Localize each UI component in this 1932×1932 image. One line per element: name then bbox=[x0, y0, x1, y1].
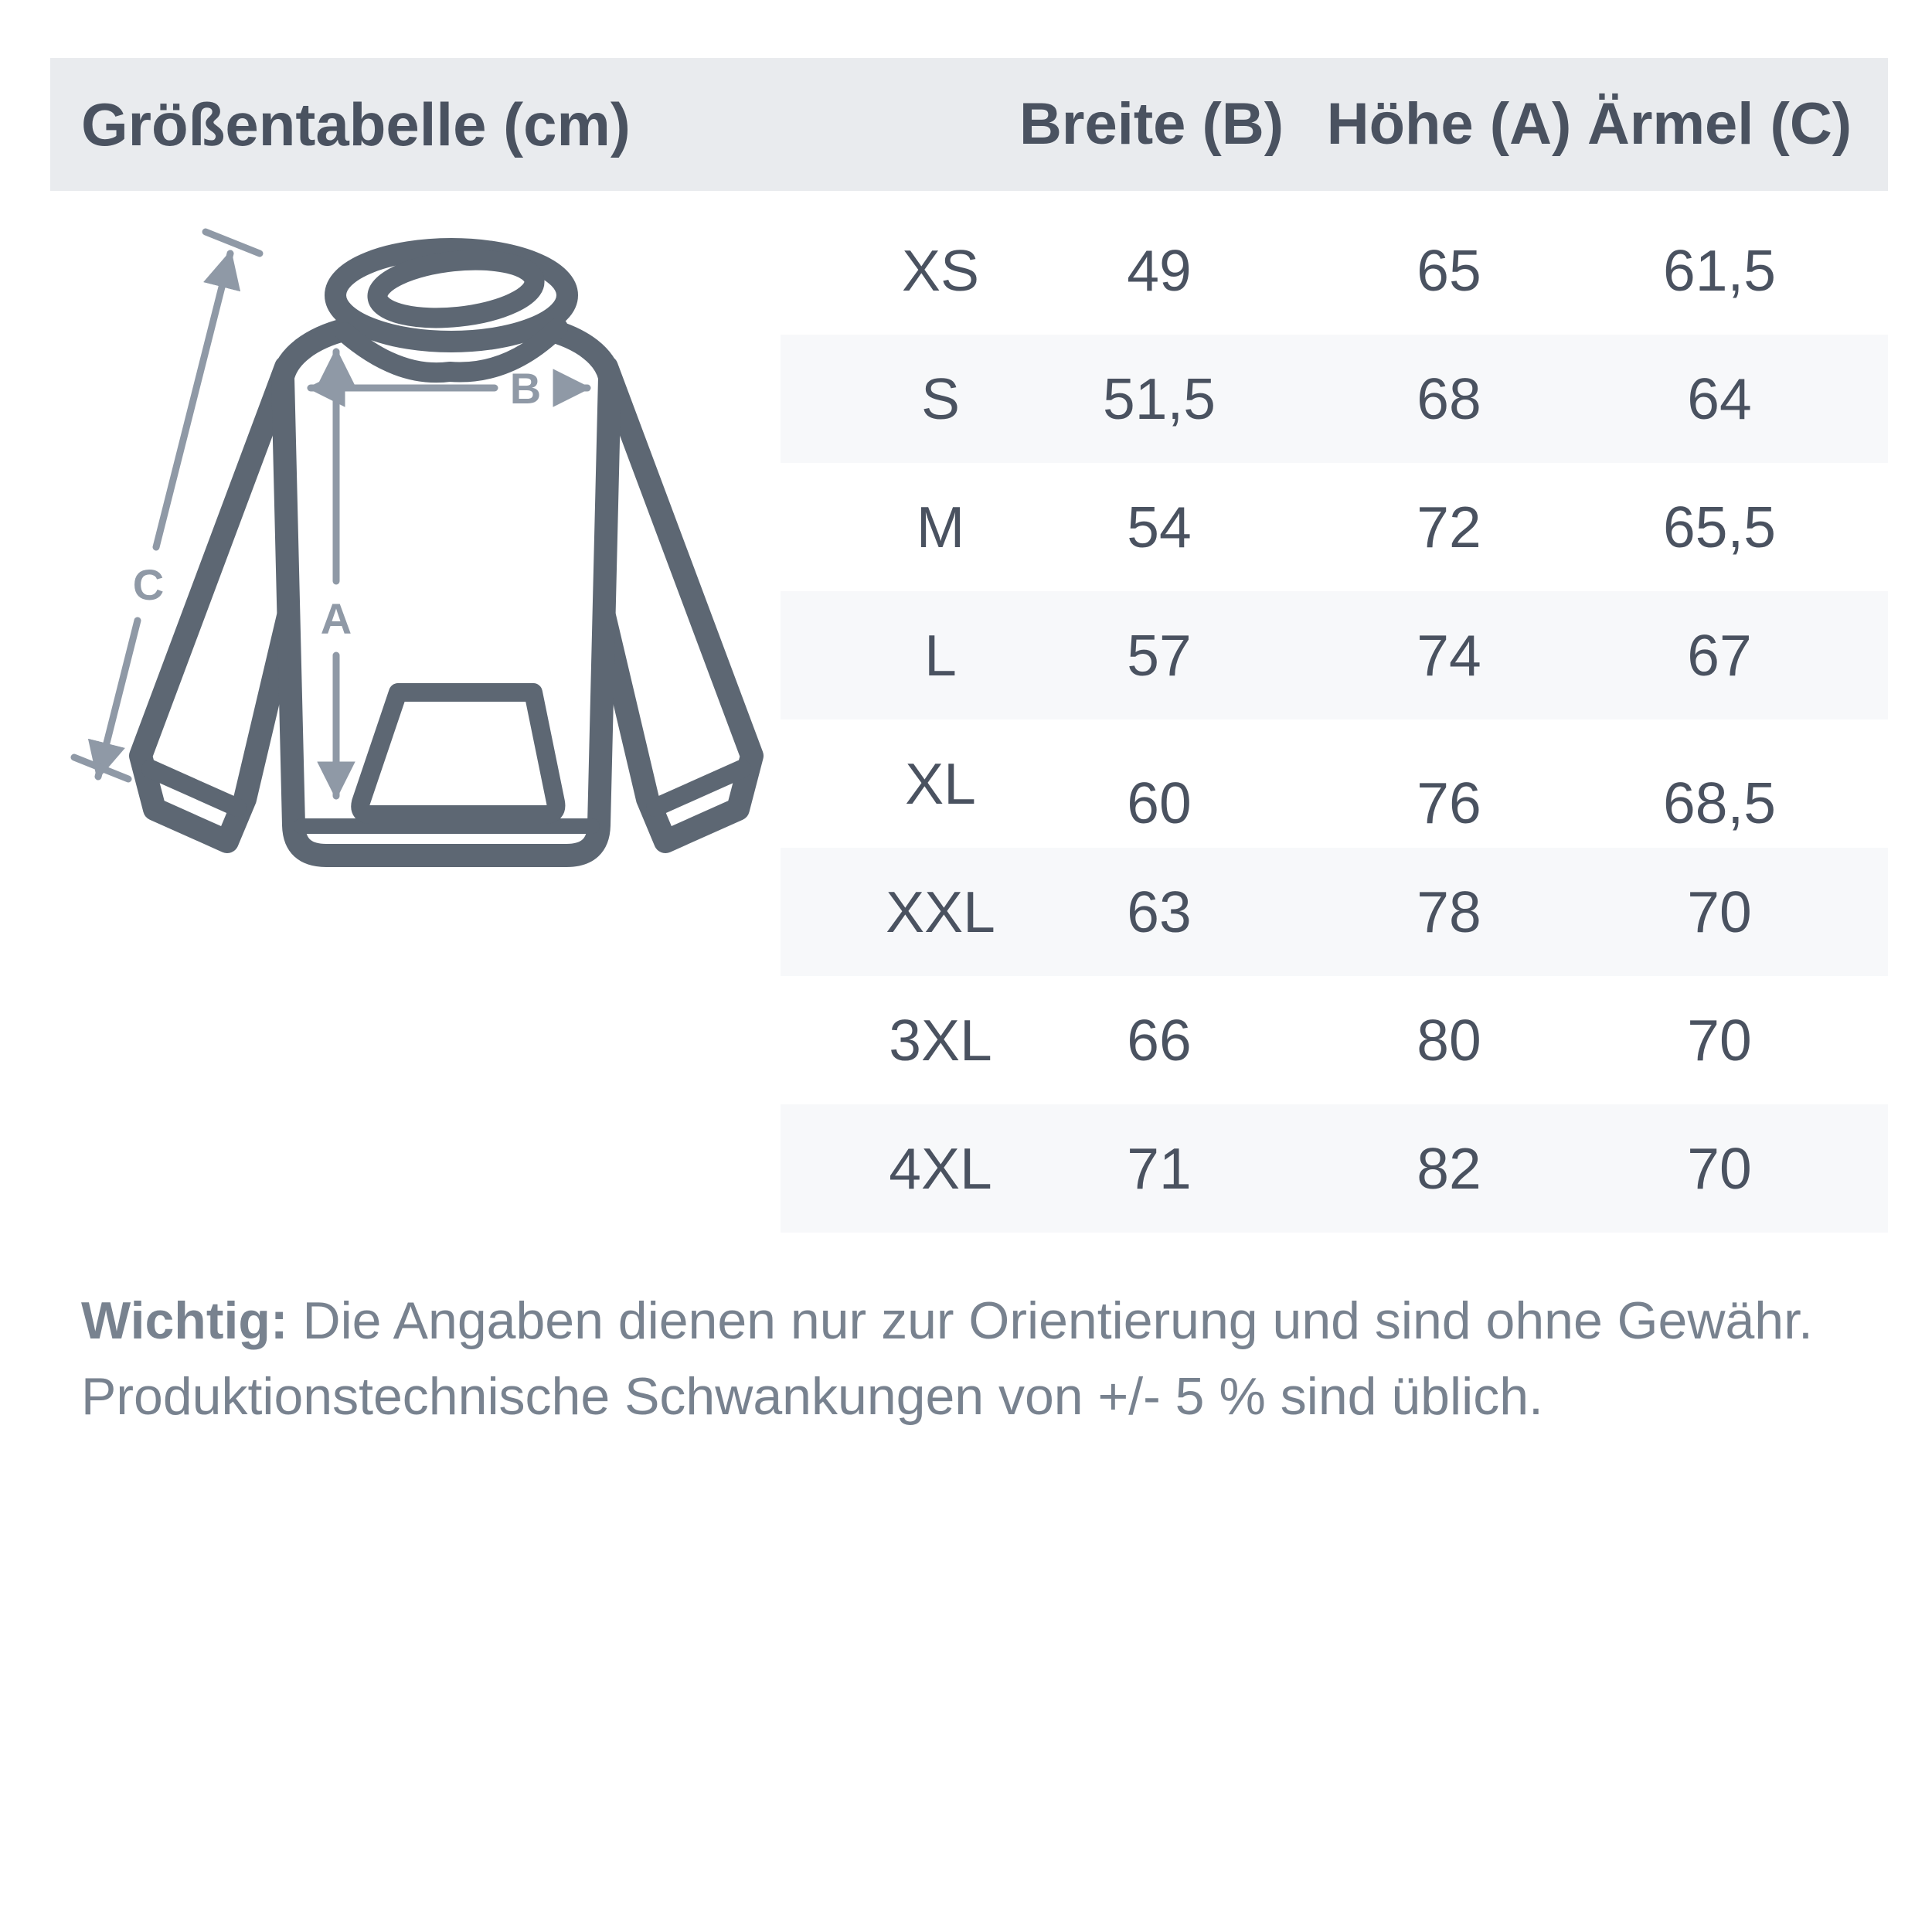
hoehe-value: 65 bbox=[1417, 238, 1481, 303]
breite-value: 57 bbox=[1127, 623, 1192, 688]
size-label: XXL bbox=[886, 879, 995, 944]
c-end-tick-top bbox=[202, 228, 264, 257]
aermel-value: 61,5 bbox=[1663, 238, 1776, 303]
hoehe-value: 78 bbox=[1417, 879, 1481, 944]
pocket bbox=[351, 683, 566, 824]
size-table-body: XS 49 65 61,5 S 51,5 68 64 M 54 72 65,5 … bbox=[781, 206, 1888, 1233]
size-label: XL bbox=[905, 751, 976, 816]
left-cuff-line bbox=[141, 760, 247, 817]
table-row: M 54 72 65,5 bbox=[781, 463, 1888, 591]
column-header-hoehe: Höhe (A) bbox=[1326, 91, 1572, 157]
hoodie-measurement-diagram: A B C bbox=[54, 224, 781, 881]
hoehe-value: 80 bbox=[1417, 1008, 1481, 1073]
breite-value: 60 bbox=[1127, 770, 1192, 835]
table-row: 3XL 66 80 70 bbox=[781, 976, 1888, 1104]
hoodie-outline bbox=[129, 238, 764, 867]
dimension-label-a: A bbox=[321, 594, 352, 643]
hood-inner-ring bbox=[367, 250, 545, 328]
size-label: L bbox=[924, 623, 957, 688]
dimension-lines bbox=[70, 228, 591, 800]
hood-bottom bbox=[335, 318, 568, 383]
hoodie-icon: A B C bbox=[70, 228, 764, 867]
size-label: M bbox=[916, 495, 965, 560]
size-label: S bbox=[920, 366, 961, 431]
table-header: Größentabelle (cm) Breite (B) Höhe (A) Ä… bbox=[50, 58, 1888, 191]
column-header-aermel: Ärmel (C) bbox=[1587, 91, 1852, 157]
dimension-c-line bbox=[152, 250, 241, 551]
table-row: XL 60 76 68,5 bbox=[781, 719, 1888, 848]
breite-value: 63 bbox=[1127, 879, 1192, 944]
footer-bold-label: Wichtig: bbox=[81, 1291, 288, 1350]
aermel-value: 67 bbox=[1687, 623, 1752, 688]
aermel-value: 70 bbox=[1687, 1136, 1752, 1201]
table-row: S 51,5 68 64 bbox=[781, 335, 1888, 463]
hoehe-value: 82 bbox=[1417, 1136, 1481, 1201]
aermel-value: 70 bbox=[1687, 879, 1752, 944]
hoehe-value: 68 bbox=[1417, 366, 1481, 431]
aermel-value: 68,5 bbox=[1663, 770, 1776, 835]
breite-value: 51,5 bbox=[1103, 366, 1216, 431]
column-header-breite: Breite (B) bbox=[1019, 91, 1284, 157]
breite-value: 54 bbox=[1127, 495, 1192, 560]
size-label: 3XL bbox=[889, 1008, 992, 1073]
table-row: XXL 63 78 70 bbox=[781, 848, 1888, 976]
size-label: 4XL bbox=[889, 1136, 992, 1201]
right-cuff-line bbox=[646, 760, 751, 817]
table-row: XS 49 65 61,5 bbox=[781, 206, 1888, 335]
aermel-value: 65,5 bbox=[1663, 495, 1776, 560]
page-title: Größentabelle (cm) bbox=[81, 90, 631, 158]
footer-note: Wichtig: Die Angaben dienen nur zur Orie… bbox=[81, 1283, 1874, 1434]
breite-value: 66 bbox=[1127, 1008, 1192, 1073]
aermel-value: 70 bbox=[1687, 1008, 1752, 1073]
size-label: XS bbox=[901, 238, 980, 303]
aermel-value: 64 bbox=[1687, 366, 1752, 431]
footer-text-1: Die Angaben dienen nur zur Orientierung … bbox=[302, 1291, 1813, 1350]
breite-value: 49 bbox=[1127, 238, 1192, 303]
hoehe-value: 74 bbox=[1417, 623, 1481, 688]
hoehe-value: 76 bbox=[1417, 770, 1481, 835]
c-end-tick-bottom bbox=[70, 753, 132, 783]
breite-value: 71 bbox=[1127, 1136, 1192, 1201]
footer-line-1: Wichtig: Die Angaben dienen nur zur Orie… bbox=[81, 1283, 1874, 1359]
table-row: 4XL 71 82 70 bbox=[781, 1104, 1888, 1233]
footer-line-2: Produktionstechnische Schwankungen von +… bbox=[81, 1367, 1543, 1426]
hoehe-value: 72 bbox=[1417, 495, 1481, 560]
table-row: L 57 74 67 bbox=[781, 591, 1888, 719]
dimension-label-b: B bbox=[510, 364, 541, 413]
dimension-label-c: C bbox=[133, 560, 164, 609]
